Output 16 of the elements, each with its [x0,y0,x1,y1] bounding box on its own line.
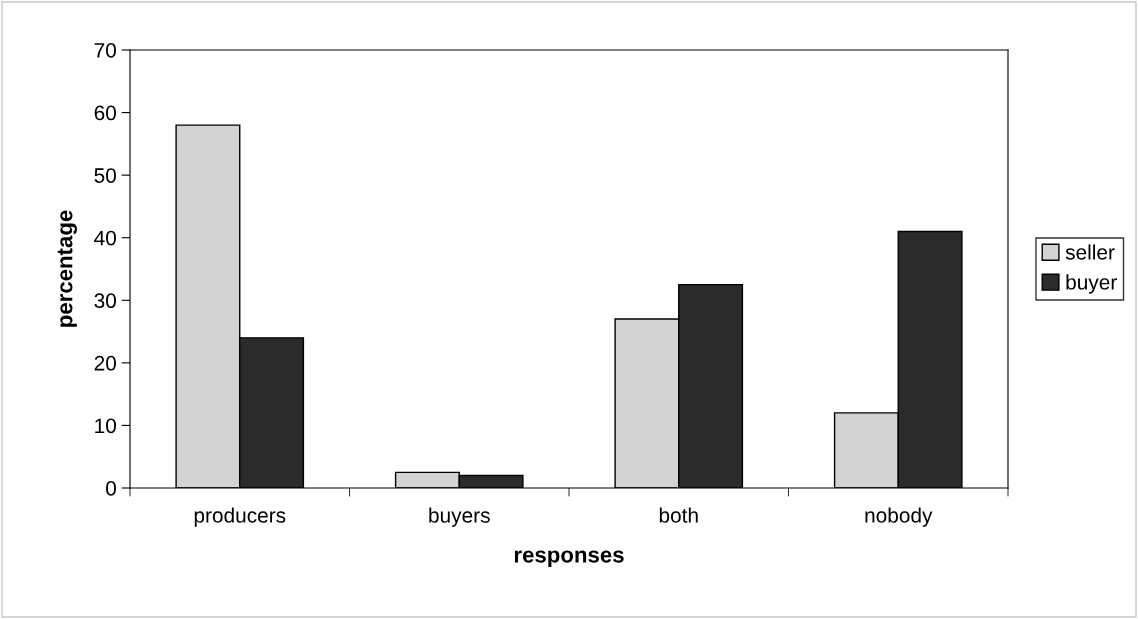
x-tick-label: both [659,507,698,523]
x-tick-label: producers [194,507,286,527]
legend-label: buyer [1066,274,1117,294]
y-tick-label: 40 [94,230,116,246]
y-tick-label: 30 [94,293,116,309]
y-tick-label: 70 [94,43,116,58]
x-tick-label: nobody [865,507,933,527]
y-tick-label: 20 [94,355,116,371]
y-tick-label: 50 [94,168,116,183]
x-axis-title: responses [514,550,624,568]
x-tick-label: buyers [429,507,490,527]
y-axis-title: percentage [57,210,77,327]
legend-label: seller [1065,244,1115,260]
y-tick-label: 60 [94,105,116,121]
y-tick-label: 0 [106,481,116,496]
y-tick-label: 10 [95,418,116,434]
